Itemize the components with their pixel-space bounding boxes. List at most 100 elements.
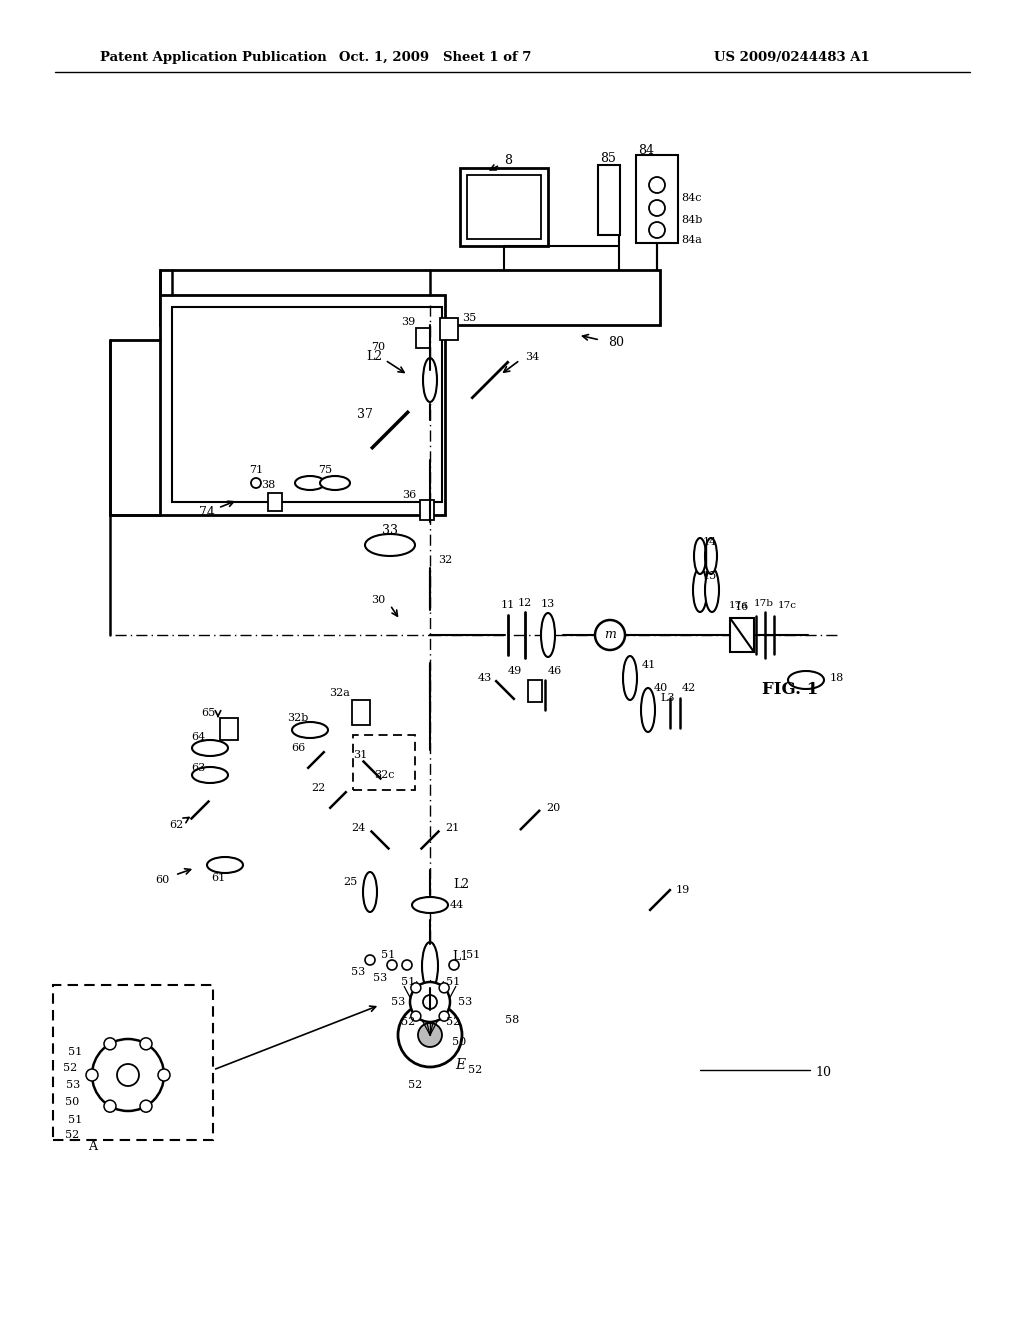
Text: 8: 8 [504,153,512,166]
Text: 17a: 17a [729,602,748,610]
Text: 84a: 84a [681,235,701,246]
Text: 32c: 32c [374,770,394,780]
Bar [730,618,754,652]
Text: 32b: 32b [287,713,308,723]
Bar [528,680,542,702]
Text: 61: 61 [211,873,225,883]
Circle shape [418,1023,442,1047]
Text: 38: 38 [261,480,275,490]
Text: 14: 14 [702,537,717,546]
Text: 12: 12 [518,598,532,609]
Text: 62: 62 [169,820,183,830]
Ellipse shape [705,568,719,612]
Text: 32a: 32a [329,688,350,698]
Text: 85: 85 [600,152,615,165]
Text: 50: 50 [452,1038,466,1047]
Text: 74: 74 [199,506,215,519]
Text: 53: 53 [373,973,387,983]
Bar [220,718,238,741]
Text: 36: 36 [401,490,416,500]
Text: 34: 34 [525,352,540,362]
Circle shape [410,982,450,1022]
Text: 58: 58 [505,1015,519,1026]
Text: 51: 51 [400,977,415,987]
Text: 51: 51 [466,950,480,960]
Text: 49: 49 [508,667,522,676]
Ellipse shape [705,539,717,574]
Bar [353,735,415,789]
Ellipse shape [319,477,350,490]
Circle shape [86,1069,98,1081]
Text: 60: 60 [156,875,170,884]
Text: 65: 65 [201,708,215,718]
Text: 52: 52 [468,1065,482,1074]
Circle shape [158,1069,170,1081]
Circle shape [92,1039,164,1111]
Bar [460,168,548,246]
Text: 17b: 17b [754,599,774,609]
Circle shape [411,1011,421,1022]
Ellipse shape [641,688,655,733]
Text: 39: 39 [400,317,415,327]
Circle shape [365,954,375,965]
Text: 53: 53 [458,997,472,1007]
Text: 52: 52 [408,1080,422,1090]
Text: 71: 71 [249,465,263,475]
Text: 41: 41 [642,660,656,671]
Circle shape [649,222,665,238]
Circle shape [595,620,625,649]
Ellipse shape [623,656,637,700]
Text: 52: 52 [445,1016,460,1027]
Circle shape [117,1064,139,1086]
Ellipse shape [193,741,228,756]
Circle shape [439,983,450,993]
Text: m: m [604,628,616,642]
Text: 53: 53 [351,968,366,977]
Text: FIG. 1: FIG. 1 [762,681,818,698]
Text: 53: 53 [391,997,406,1007]
Circle shape [140,1100,152,1113]
Text: 42: 42 [682,682,696,693]
Text: 64: 64 [190,733,205,742]
Text: 51: 51 [68,1115,82,1125]
Text: 80: 80 [608,337,624,350]
Text: 22: 22 [310,783,325,793]
Circle shape [398,1003,462,1067]
Text: 30: 30 [371,595,385,605]
Ellipse shape [423,358,437,403]
Ellipse shape [207,857,243,873]
Text: 51: 51 [445,977,460,987]
Bar [598,165,620,235]
Text: 25: 25 [344,876,358,887]
Text: 21: 21 [445,822,459,833]
Text: 37: 37 [357,408,373,421]
Ellipse shape [422,942,438,990]
Ellipse shape [693,568,707,612]
Circle shape [439,1011,450,1022]
Bar [160,294,445,515]
Text: US 2009/0244483 A1: US 2009/0244483 A1 [715,50,870,63]
Text: 84: 84 [638,144,654,157]
Text: 13: 13 [541,599,555,609]
Ellipse shape [292,722,328,738]
Text: 19: 19 [676,884,690,895]
Text: 40: 40 [653,682,668,693]
Bar [636,154,678,243]
Text: 18: 18 [830,673,844,682]
Ellipse shape [362,873,377,912]
Bar [268,492,282,511]
Circle shape [104,1038,116,1049]
Text: 20: 20 [546,803,560,813]
Text: 66: 66 [291,743,305,752]
Text: 43: 43 [478,673,492,682]
Text: L1: L1 [452,949,468,962]
Text: 50: 50 [65,1097,79,1107]
Bar [352,700,370,725]
Text: 16: 16 [735,602,750,612]
Ellipse shape [193,767,228,783]
Text: A: A [88,1140,97,1154]
Ellipse shape [295,477,325,490]
Text: Patent Application Publication: Patent Application Publication [100,50,327,63]
Text: Oct. 1, 2009   Sheet 1 of 7: Oct. 1, 2009 Sheet 1 of 7 [339,50,531,63]
Circle shape [649,201,665,216]
